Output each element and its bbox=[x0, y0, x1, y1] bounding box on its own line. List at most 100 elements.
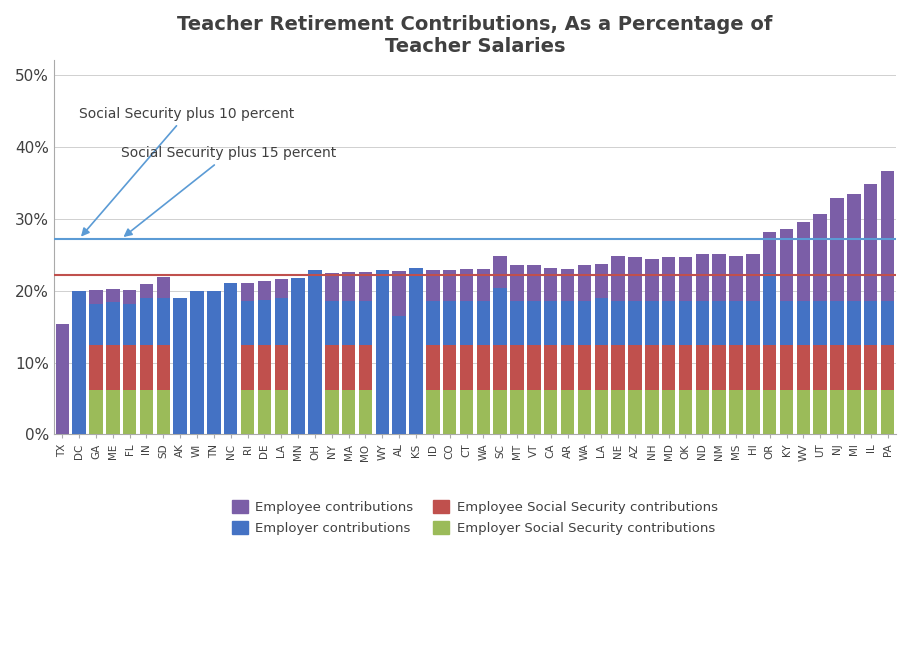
Bar bbox=[308, 271, 322, 434]
Bar bbox=[561, 346, 574, 390]
Bar bbox=[494, 288, 507, 346]
Bar bbox=[611, 346, 625, 390]
Bar bbox=[342, 346, 355, 390]
Bar bbox=[830, 390, 844, 434]
Bar bbox=[510, 346, 524, 390]
Bar bbox=[325, 390, 339, 434]
Bar bbox=[578, 301, 591, 346]
Bar bbox=[460, 269, 473, 301]
Bar bbox=[881, 346, 895, 390]
Bar bbox=[460, 301, 473, 346]
Bar bbox=[544, 267, 558, 301]
Bar bbox=[847, 301, 861, 346]
Bar bbox=[763, 232, 776, 273]
Bar bbox=[662, 346, 675, 390]
Bar bbox=[393, 271, 406, 316]
Bar bbox=[123, 290, 137, 305]
Bar bbox=[830, 301, 844, 346]
Title: Teacher Retirement Contributions, As a Percentage of
Teacher Salaries: Teacher Retirement Contributions, As a P… bbox=[178, 15, 773, 56]
Bar bbox=[139, 390, 153, 434]
Bar bbox=[510, 301, 524, 346]
Bar bbox=[629, 346, 641, 390]
Bar bbox=[460, 390, 473, 434]
Legend: Employee contributions, Employer contributions, Employee Social Security contrib: Employee contributions, Employer contrib… bbox=[227, 495, 723, 540]
Bar bbox=[746, 346, 760, 390]
Bar bbox=[780, 346, 793, 390]
Bar bbox=[544, 301, 558, 346]
Bar bbox=[241, 346, 254, 390]
Bar bbox=[679, 346, 692, 390]
Bar bbox=[595, 390, 608, 434]
Bar bbox=[578, 346, 591, 390]
Bar bbox=[763, 273, 776, 346]
Bar bbox=[780, 301, 793, 346]
Bar bbox=[106, 289, 119, 302]
Bar bbox=[292, 277, 305, 434]
Bar bbox=[258, 390, 271, 434]
Bar bbox=[224, 283, 238, 434]
Bar bbox=[342, 301, 355, 346]
Bar bbox=[274, 279, 288, 299]
Bar bbox=[544, 390, 558, 434]
Bar bbox=[796, 346, 810, 390]
Bar bbox=[241, 283, 254, 301]
Bar bbox=[241, 390, 254, 434]
Bar bbox=[796, 222, 810, 301]
Bar bbox=[595, 299, 608, 346]
Bar bbox=[393, 316, 406, 434]
Bar bbox=[611, 390, 625, 434]
Bar bbox=[814, 214, 827, 301]
Bar bbox=[139, 284, 153, 299]
Bar bbox=[746, 301, 760, 346]
Bar bbox=[476, 269, 490, 301]
Bar bbox=[375, 271, 389, 434]
Bar bbox=[426, 390, 440, 434]
Bar bbox=[157, 390, 170, 434]
Bar bbox=[645, 390, 659, 434]
Bar bbox=[645, 301, 659, 346]
Text: Social Security plus 10 percent: Social Security plus 10 percent bbox=[79, 107, 294, 235]
Bar bbox=[730, 301, 742, 346]
Bar bbox=[342, 390, 355, 434]
Bar bbox=[696, 346, 709, 390]
Bar bbox=[645, 259, 659, 301]
Bar bbox=[746, 254, 760, 301]
Bar bbox=[325, 301, 339, 346]
Bar bbox=[89, 290, 103, 305]
Bar bbox=[476, 346, 490, 390]
Bar bbox=[864, 301, 877, 346]
Bar bbox=[123, 390, 137, 434]
Bar bbox=[881, 301, 895, 346]
Bar bbox=[629, 390, 641, 434]
Bar bbox=[730, 256, 742, 301]
Bar bbox=[89, 305, 103, 346]
Bar bbox=[645, 346, 659, 390]
Bar bbox=[342, 272, 355, 301]
Bar bbox=[730, 346, 742, 390]
Bar bbox=[443, 301, 456, 346]
Bar bbox=[864, 346, 877, 390]
Bar bbox=[494, 256, 507, 288]
Bar bbox=[157, 346, 170, 390]
Bar bbox=[494, 346, 507, 390]
Bar bbox=[611, 301, 625, 346]
Bar bbox=[864, 390, 877, 434]
Bar bbox=[629, 301, 641, 346]
Bar bbox=[274, 299, 288, 346]
Bar bbox=[460, 346, 473, 390]
Bar bbox=[173, 298, 187, 434]
Bar bbox=[241, 301, 254, 346]
Bar bbox=[830, 346, 844, 390]
Bar bbox=[443, 390, 456, 434]
Bar bbox=[712, 346, 726, 390]
Bar bbox=[123, 305, 137, 346]
Bar bbox=[123, 346, 137, 390]
Bar bbox=[847, 390, 861, 434]
Bar bbox=[510, 390, 524, 434]
Bar bbox=[359, 301, 373, 346]
Bar bbox=[409, 267, 423, 434]
Bar bbox=[106, 390, 119, 434]
Bar bbox=[679, 258, 692, 301]
Bar bbox=[712, 254, 726, 301]
Bar bbox=[325, 346, 339, 390]
